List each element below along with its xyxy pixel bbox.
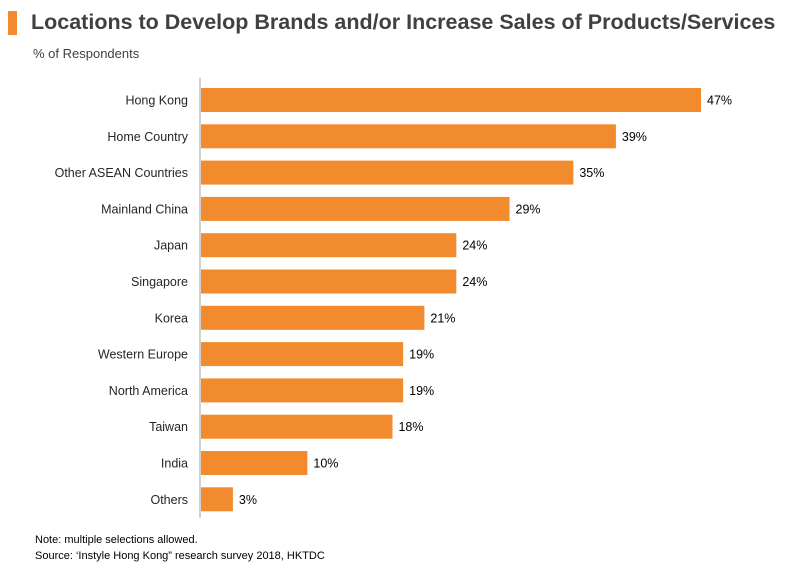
bar: [201, 196, 510, 221]
category-label: Mainland China: [101, 202, 188, 216]
bar: [201, 233, 457, 258]
bar: [201, 451, 308, 475]
category-label: India: [161, 457, 188, 471]
bar: [201, 160, 574, 185]
category-label: Western Europe: [98, 348, 188, 362]
chart-note: Note: multiple selections allowed.: [35, 534, 198, 546]
value-label: 29%: [516, 202, 541, 216]
value-label: 35%: [579, 166, 604, 180]
chart-title: Locations to Develop Brands and/or Incre…: [31, 10, 776, 34]
category-label: North America: [109, 384, 188, 398]
category-label: Hong Kong: [125, 94, 188, 108]
bar: [201, 305, 425, 330]
bar: [201, 487, 233, 512]
value-label: 10%: [313, 457, 338, 471]
category-label: Singapore: [131, 275, 188, 289]
title-accent-bar: [8, 11, 17, 35]
value-label: 39%: [622, 130, 647, 144]
value-label: 18%: [398, 420, 423, 434]
bar: [201, 269, 457, 294]
value-label: 47%: [707, 94, 732, 108]
category-label: Japan: [154, 239, 188, 253]
bar-series: Hong Kong 47% Home Country 39% Other ASEAN C…: [55, 88, 732, 512]
category-label: Korea: [155, 311, 188, 325]
bar: [201, 414, 393, 439]
bar: [201, 124, 616, 149]
category-label: Home Country: [107, 130, 188, 144]
value-label: 3%: [239, 493, 257, 507]
chart-subtitle: % of Respondents: [33, 46, 140, 61]
value-label: 19%: [409, 348, 434, 362]
value-label: 19%: [409, 384, 434, 398]
category-label: Others: [150, 493, 188, 507]
value-label: 24%: [462, 275, 487, 289]
value-label: 21%: [430, 311, 455, 325]
category-label: Taiwan: [149, 420, 188, 434]
bar: [201, 378, 404, 403]
bar: [201, 88, 701, 112]
value-label: 24%: [462, 239, 487, 253]
category-label: Other ASEAN Countries: [55, 166, 188, 180]
bar: [201, 342, 404, 367]
chart-source: Source: ‘Instyle Hong Kong” research sur…: [35, 550, 325, 562]
